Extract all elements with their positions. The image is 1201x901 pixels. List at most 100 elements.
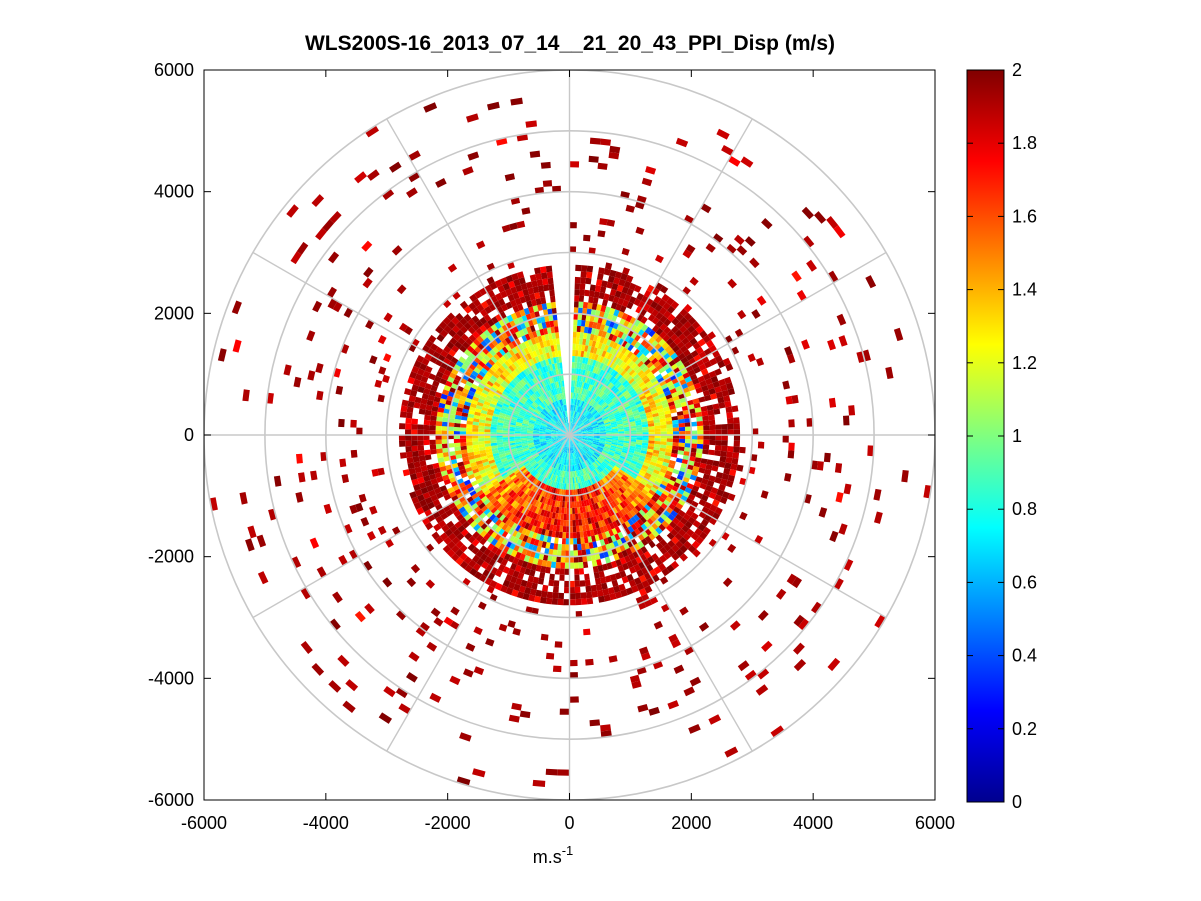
ppi-cell bbox=[513, 410, 520, 415]
ppi-cell bbox=[618, 345, 625, 353]
ppi-cell bbox=[655, 526, 663, 535]
ppi-cell bbox=[570, 404, 572, 411]
ppi-cell bbox=[577, 421, 583, 427]
ppi-cell bbox=[481, 406, 489, 412]
ppi-cell bbox=[505, 386, 512, 393]
ppi-cell bbox=[664, 517, 673, 525]
ppi-cell bbox=[583, 332, 588, 340]
ppi-cell bbox=[589, 417, 595, 422]
ppi-cell bbox=[639, 308, 647, 317]
ppi-cell bbox=[617, 331, 624, 339]
ppi-cell bbox=[615, 303, 622, 311]
ppi-cell bbox=[532, 357, 538, 364]
ppi-cell bbox=[666, 297, 675, 306]
ppi-cell bbox=[510, 500, 517, 507]
ppi-cell bbox=[586, 473, 591, 480]
ppi-cell bbox=[599, 391, 605, 398]
ppi-cell bbox=[620, 397, 627, 403]
ppi-cell bbox=[364, 603, 375, 615]
ppi-cell bbox=[494, 408, 501, 413]
ppi-cell bbox=[537, 540, 543, 548]
ppi-cell bbox=[648, 400, 656, 406]
ppi-cell bbox=[561, 439, 566, 444]
ppi-cell bbox=[496, 351, 503, 359]
ppi-cell bbox=[617, 427, 624, 430]
ppi-cell bbox=[598, 570, 605, 578]
ppi-cell bbox=[666, 397, 674, 403]
ppi-cell bbox=[672, 395, 680, 402]
ppi-cell bbox=[569, 696, 579, 703]
ppi-cell bbox=[559, 464, 563, 471]
ppi-cell bbox=[535, 480, 541, 487]
ppi-cell bbox=[557, 430, 564, 434]
ppi-cell bbox=[581, 401, 586, 408]
ppi-cell bbox=[617, 479, 624, 486]
ppi-cell bbox=[565, 550, 570, 557]
ppi-cell bbox=[295, 491, 304, 503]
ppi-cell bbox=[535, 420, 542, 424]
ppi-cell bbox=[625, 504, 633, 512]
ppi-cell bbox=[596, 527, 602, 535]
ppi-cell bbox=[377, 394, 385, 403]
ppi-cell bbox=[593, 438, 600, 441]
ppi-cell bbox=[558, 419, 563, 426]
ppi-cell bbox=[579, 407, 583, 414]
ppi-cell bbox=[690, 350, 699, 358]
ppi-cell bbox=[533, 411, 540, 416]
ppi-cell bbox=[577, 444, 582, 449]
ppi-cell bbox=[542, 379, 548, 386]
ppi-cell bbox=[570, 440, 573, 447]
ppi-cell bbox=[474, 408, 482, 413]
ppi-cell bbox=[508, 373, 515, 381]
ppi-cell bbox=[684, 418, 691, 423]
ppi-cell bbox=[589, 359, 594, 366]
ppi-cell bbox=[675, 312, 684, 322]
ppi-cell bbox=[664, 413, 672, 419]
ppi-cell bbox=[551, 437, 558, 439]
ppi-cell bbox=[625, 384, 632, 391]
ppi-cell bbox=[550, 345, 555, 352]
ppi-cell bbox=[539, 521, 545, 529]
ppi-cell bbox=[552, 468, 556, 475]
ppi-cell bbox=[688, 408, 696, 414]
ppi-cell bbox=[438, 366, 446, 374]
ppi-cell bbox=[593, 435, 600, 438]
ppi-cell bbox=[573, 426, 579, 431]
ppi-cell bbox=[637, 321, 645, 330]
ppi-cell bbox=[554, 350, 559, 358]
ppi-cell bbox=[621, 576, 629, 584]
ppi-cell bbox=[618, 338, 625, 346]
ppi-cell bbox=[607, 374, 613, 381]
ppi-cell bbox=[659, 331, 667, 339]
ppi-cell bbox=[622, 463, 629, 469]
ppi-cell bbox=[447, 487, 455, 494]
ppi-cell bbox=[479, 395, 486, 401]
ppi-cell bbox=[506, 396, 513, 402]
ppi-cell bbox=[613, 465, 620, 471]
ppi-cell bbox=[838, 335, 848, 347]
ppi-cell bbox=[545, 504, 550, 511]
ppi-cell bbox=[690, 443, 698, 449]
ppi-cell bbox=[509, 403, 516, 409]
ppi-cell bbox=[625, 204, 635, 213]
ppi-cell bbox=[575, 436, 582, 438]
ppi-cell bbox=[510, 390, 517, 396]
ppi-cell bbox=[503, 443, 510, 447]
ppi-cell bbox=[588, 523, 594, 531]
ppi-cell bbox=[598, 444, 605, 448]
ppi-cell bbox=[591, 590, 599, 598]
ppi-cell bbox=[643, 389, 651, 395]
ppi-cell bbox=[573, 489, 576, 496]
ppi-cell bbox=[574, 418, 577, 424]
ppi-cell bbox=[612, 342, 619, 350]
ppi-cell bbox=[584, 579, 591, 587]
ppi-cell bbox=[620, 493, 627, 501]
ppi-cell bbox=[552, 382, 557, 389]
ppi-cell bbox=[598, 408, 604, 414]
ppi-cell bbox=[541, 347, 546, 354]
ppi-cell bbox=[560, 380, 563, 388]
ppi-cell bbox=[557, 513, 562, 520]
ppi-cell bbox=[569, 672, 578, 679]
ppi-cell bbox=[525, 391, 532, 397]
ppi-cell bbox=[683, 320, 692, 330]
